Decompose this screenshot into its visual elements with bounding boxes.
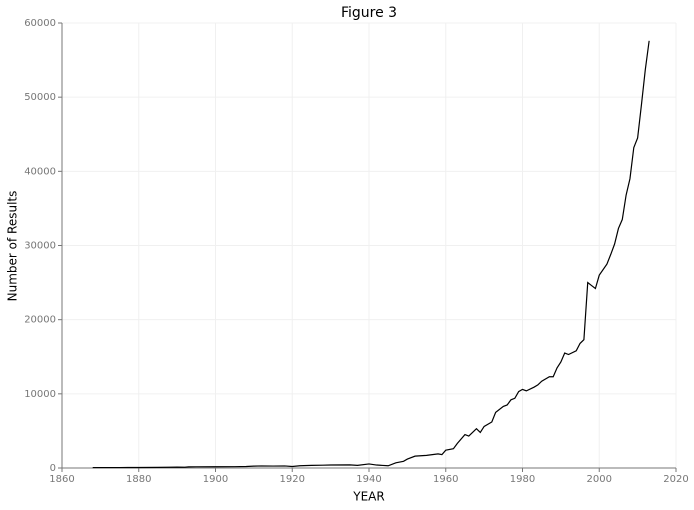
data-line	[92, 40, 650, 469]
y-tick-label: 20000	[24, 315, 56, 326]
chart-title: Figure 3	[341, 5, 397, 21]
x-tick-label: 1940	[356, 474, 381, 485]
x-tick-label: 1860	[49, 474, 74, 485]
y-tick-label: 60000	[24, 18, 56, 29]
x-axis-label: YEAR	[352, 490, 384, 504]
y-tick-label: 50000	[24, 92, 56, 103]
x-tick-label: 2000	[587, 474, 612, 485]
x-tick-label: 1880	[126, 474, 151, 485]
y-tick-label: 30000	[24, 241, 56, 252]
y-tick-label: 40000	[24, 166, 56, 177]
x-tick-label: 1920	[280, 474, 305, 485]
x-tick-label: 1980	[510, 474, 535, 485]
x-tick-label: 1960	[433, 474, 458, 485]
y-tick-label: 0	[50, 463, 56, 474]
x-tick-label: 2020	[663, 474, 688, 485]
x-tick-label: 1900	[203, 474, 228, 485]
y-tick-label: 10000	[24, 389, 56, 400]
y-axis-label: Number of Results	[6, 191, 20, 302]
